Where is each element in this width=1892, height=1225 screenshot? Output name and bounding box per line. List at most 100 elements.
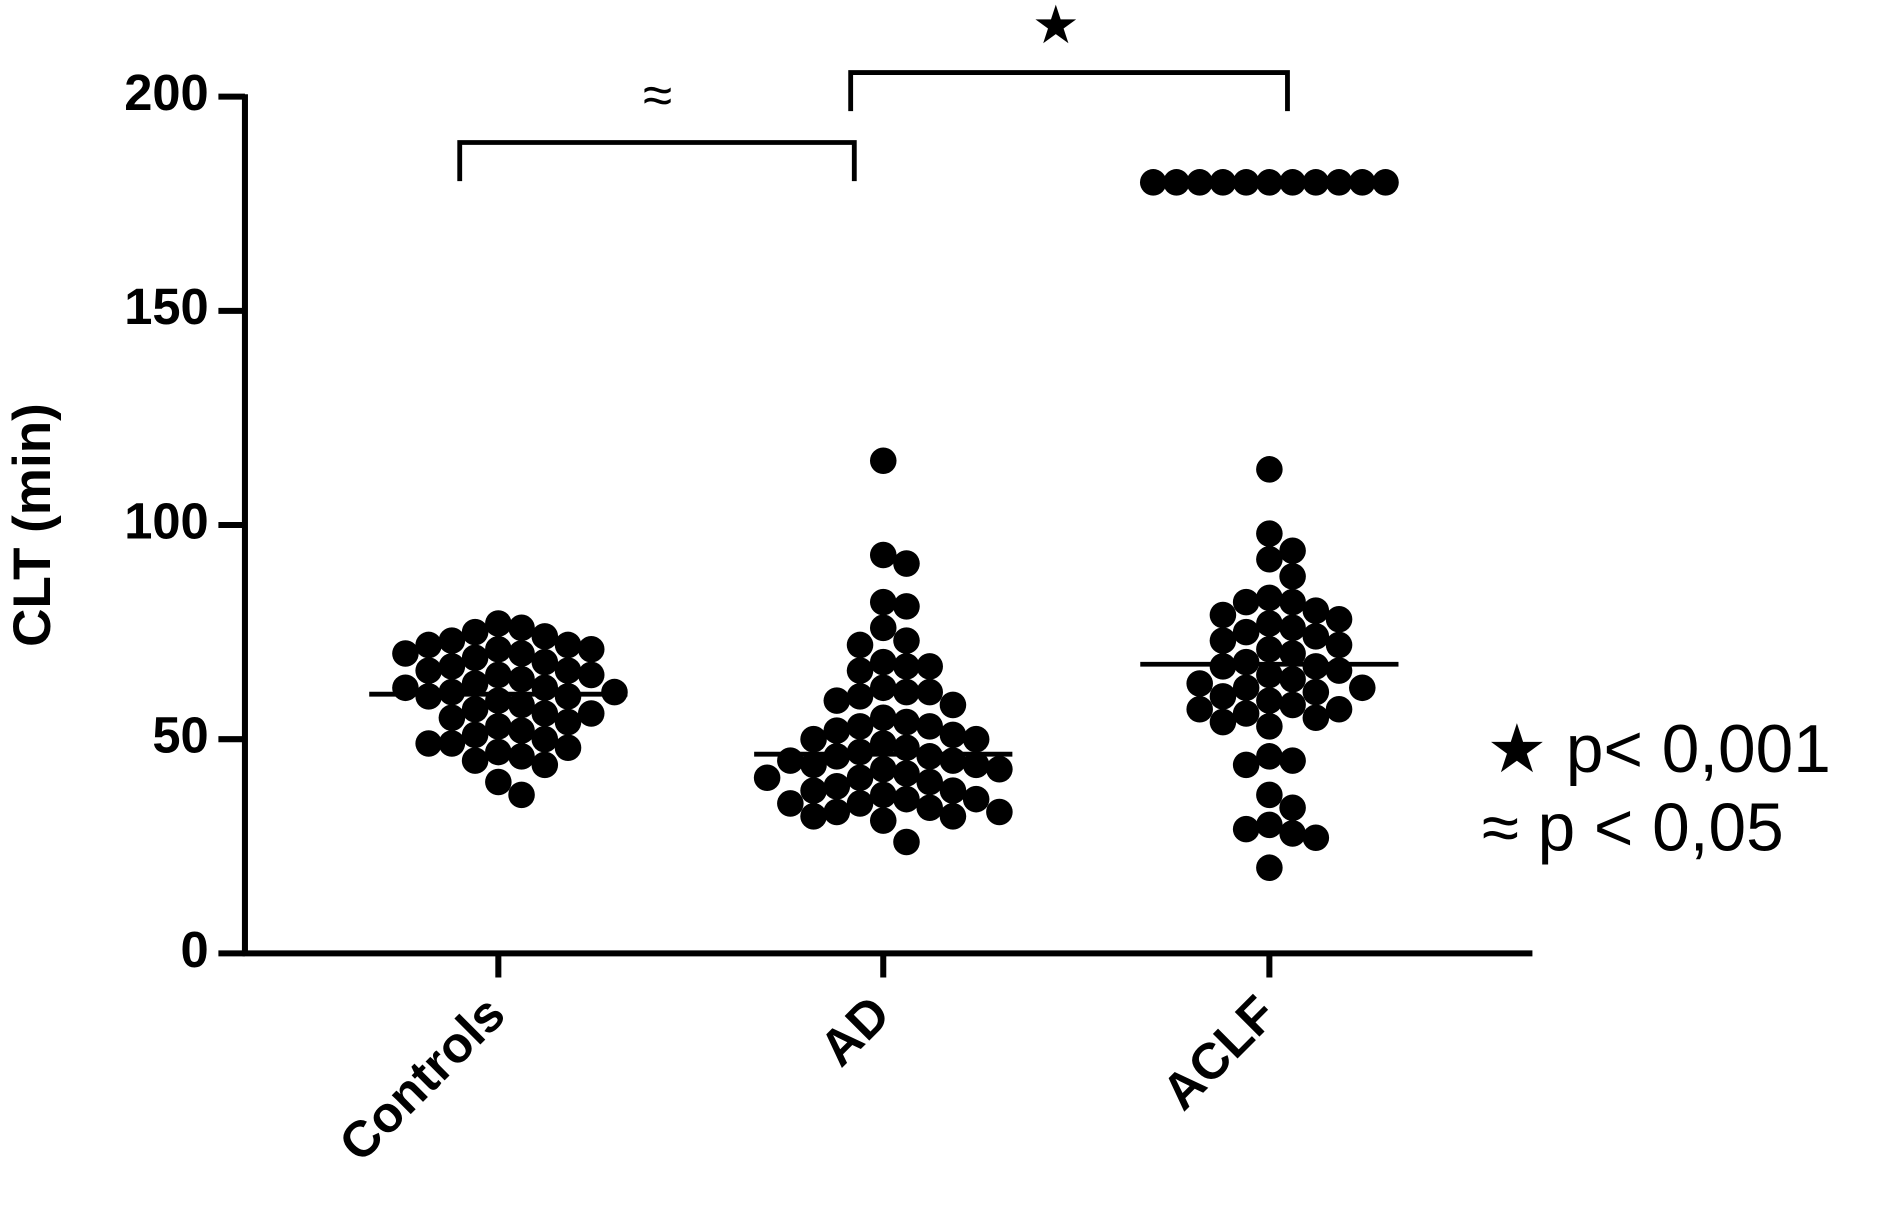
data-point <box>531 751 559 779</box>
data-point <box>531 725 559 753</box>
data-point <box>777 790 804 817</box>
data-point <box>1279 794 1306 822</box>
bracket-label: ★ <box>1032 0 1080 55</box>
data-point <box>800 777 827 804</box>
data-point <box>1256 713 1283 740</box>
significance-note: ≈ p < 0,05 <box>1482 791 1784 866</box>
data-point <box>508 665 535 693</box>
data-point <box>916 768 943 796</box>
bracket <box>457 140 857 182</box>
data-point <box>1279 640 1306 667</box>
data-point <box>508 781 535 809</box>
data-point <box>893 653 920 680</box>
data-point <box>893 828 920 856</box>
data-point <box>846 657 874 684</box>
data-point <box>1256 520 1283 547</box>
data-point <box>461 721 489 749</box>
data-point <box>986 755 1013 783</box>
data-point <box>1325 657 1353 684</box>
data-point <box>846 713 874 740</box>
data-point <box>823 773 851 800</box>
data-point <box>962 725 990 753</box>
data-point <box>893 550 920 577</box>
data-point <box>1279 820 1306 847</box>
data-point <box>1209 683 1237 710</box>
data-point <box>1256 546 1283 573</box>
data-point <box>577 661 605 689</box>
data-point <box>508 640 535 667</box>
data-point <box>893 760 920 787</box>
data-point <box>1209 627 1237 654</box>
data-point <box>531 623 559 650</box>
data-point <box>485 713 512 740</box>
data-point <box>962 785 990 813</box>
data-point <box>1279 588 1306 616</box>
data-point <box>485 738 512 766</box>
data-point <box>577 635 605 663</box>
data-point <box>415 657 442 684</box>
data-point <box>531 648 559 676</box>
data-point <box>869 807 897 834</box>
data-point <box>1209 708 1237 736</box>
data-point <box>939 747 967 774</box>
data-point <box>1302 623 1330 650</box>
data-point <box>916 713 943 740</box>
data-point <box>939 803 967 830</box>
data-point <box>1256 743 1283 770</box>
data-point <box>461 618 489 646</box>
data-point <box>800 751 827 779</box>
data-point <box>1139 169 1167 196</box>
data-point <box>869 614 897 642</box>
data-point <box>1256 854 1283 881</box>
data-point <box>461 670 489 697</box>
data-point <box>1256 811 1283 839</box>
data-point <box>1279 691 1306 719</box>
data-point <box>531 700 559 727</box>
data-point <box>962 751 990 779</box>
data-point <box>753 764 781 792</box>
data-point <box>485 768 512 796</box>
data-point <box>1256 584 1283 612</box>
significance-brackets <box>457 70 1290 182</box>
data-point <box>392 674 419 702</box>
data-point <box>554 734 582 762</box>
data-point <box>893 734 920 762</box>
data-point <box>1349 169 1376 196</box>
y-tick-label: 150 <box>124 278 209 335</box>
data-point <box>1256 635 1283 663</box>
x-tick-label: Controls <box>328 985 516 1173</box>
data-point <box>438 627 466 654</box>
data-point <box>485 635 512 663</box>
data-point <box>823 798 851 826</box>
data-point <box>1232 700 1260 727</box>
data-point <box>438 704 466 732</box>
data-point <box>415 730 442 757</box>
data-point <box>939 721 967 749</box>
data-point <box>1372 169 1399 196</box>
data-point <box>461 695 489 723</box>
data-point <box>916 653 943 680</box>
data-point <box>1302 704 1330 732</box>
data-point <box>823 717 851 744</box>
data-point <box>438 730 466 757</box>
bracket-label: ≈ <box>643 66 672 125</box>
data-point <box>823 687 851 714</box>
data-point <box>1186 695 1213 723</box>
data-point <box>577 700 605 727</box>
data-point <box>939 691 967 719</box>
data-point <box>392 640 419 667</box>
data-point <box>1232 618 1260 646</box>
data-point <box>846 683 874 710</box>
data-point <box>1325 605 1353 633</box>
data-point <box>438 653 466 680</box>
data-point <box>1232 169 1260 196</box>
data-point <box>1349 674 1376 702</box>
data-point <box>869 648 897 676</box>
data-point <box>508 614 535 642</box>
data-point <box>1279 537 1306 564</box>
data-point <box>1279 169 1306 196</box>
data-point <box>893 785 920 813</box>
data-point <box>800 725 827 753</box>
data-point <box>1256 661 1283 689</box>
